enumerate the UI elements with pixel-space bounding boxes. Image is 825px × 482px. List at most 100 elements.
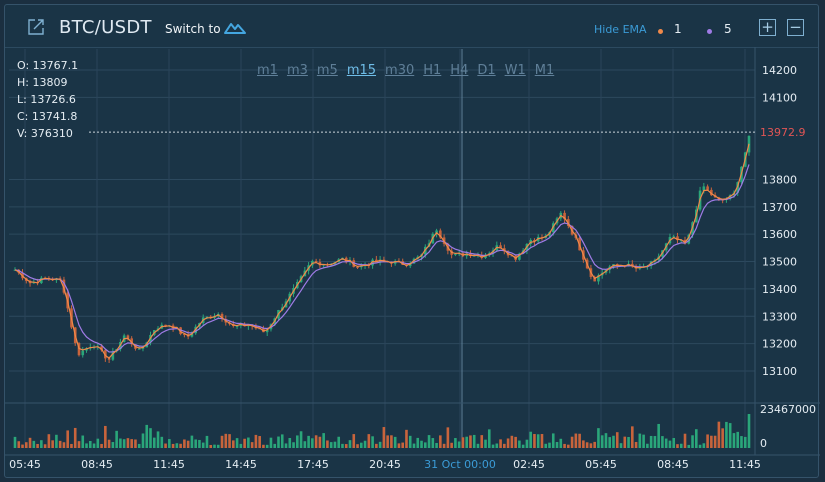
candle-body — [243, 323, 246, 327]
y-tick-label: 13200 — [762, 338, 797, 351]
volume-bar — [273, 443, 277, 448]
popout-icon[interactable] — [28, 19, 44, 35]
volume-bar — [88, 440, 92, 448]
current-price-label: 13972.9 — [760, 126, 806, 139]
volume-bar — [664, 438, 668, 448]
volume-bar — [134, 439, 137, 448]
timeframe-m5[interactable]: m5 — [316, 63, 338, 78]
volume-bar — [725, 421, 728, 448]
volume-bar — [359, 442, 363, 448]
volume-bar — [623, 436, 627, 448]
volume-bar — [649, 435, 653, 448]
timeframe-m30[interactable]: m30 — [385, 63, 415, 78]
timeframe-H1[interactable]: H1 — [423, 63, 442, 78]
volume-bar — [70, 443, 73, 448]
volume-bar — [469, 435, 472, 448]
volume-bar — [243, 438, 246, 448]
volume-bar — [77, 441, 81, 448]
volume-bar — [247, 437, 250, 448]
volume-bar — [367, 434, 371, 448]
volume-bar — [390, 435, 393, 448]
volume-bar — [503, 443, 506, 448]
volume-bar — [344, 444, 348, 448]
volume-bar — [465, 436, 468, 448]
volume-bar — [47, 434, 51, 448]
volume-bar — [318, 436, 322, 448]
volume-bar — [250, 442, 254, 448]
x-tick-label: 02:45 — [513, 458, 545, 471]
volume-tick-max: 23467000 — [760, 403, 816, 416]
ema-5-period[interactable]: 5 — [724, 22, 732, 36]
candle-body — [183, 334, 186, 336]
volume-bar — [439, 435, 442, 448]
hide-ema-link[interactable]: Hide EMA — [594, 23, 647, 36]
timeframe-D1[interactable]: D1 — [477, 63, 496, 78]
volume-bar — [691, 435, 694, 448]
candle-body — [676, 236, 679, 241]
ema-1-period[interactable]: 1 — [674, 22, 682, 36]
volume-bar — [322, 433, 325, 448]
timeframe-M1[interactable]: M1 — [534, 63, 555, 78]
volume-bar — [303, 441, 307, 448]
candle-body — [235, 325, 239, 327]
volume-bar — [698, 444, 702, 448]
exchange-logo-icon[interactable] — [224, 21, 246, 35]
zoom-out-button[interactable]: − — [787, 19, 804, 36]
volume-bar — [423, 442, 427, 448]
volume-bar — [66, 430, 69, 448]
candle-body — [672, 236, 676, 238]
close-value: C: 13741.8 — [17, 110, 78, 123]
volume-bar — [405, 429, 408, 448]
volume-bar — [216, 444, 220, 448]
volume-bar — [604, 433, 608, 448]
volume-bar — [676, 444, 679, 448]
volume-bar — [551, 433, 555, 448]
timeframe-m3[interactable]: m3 — [286, 63, 308, 78]
ohlcv-readout: O: 13767.1 H: 13809 L: 13726.6 C: 13741.… — [17, 57, 78, 142]
volume-bar — [634, 441, 638, 448]
volume-bar — [164, 443, 167, 448]
volume-bar — [446, 427, 450, 448]
volume-bar — [657, 423, 660, 448]
volume-bar — [514, 436, 517, 448]
volume-bar — [431, 438, 435, 448]
candle-body — [107, 358, 111, 360]
crosshair-time-label: 31 Oct 00:00 — [424, 458, 496, 471]
timeframe-H4[interactable]: H4 — [450, 63, 469, 78]
candle-body — [563, 212, 566, 220]
candle-body — [356, 266, 359, 268]
candlestick-chart[interactable]: 14200 14100 13800 13700 13600 13500 13400 13300… — [5, 5, 820, 479]
volume-bar — [92, 443, 96, 448]
timeframe-W1[interactable]: W1 — [504, 63, 526, 78]
candle-body — [126, 335, 130, 339]
candle-body — [318, 262, 322, 266]
volume-bar — [412, 443, 416, 448]
volume-bar — [386, 435, 389, 448]
volume-bar — [559, 438, 563, 448]
timeframe-m15[interactable]: m15 — [346, 63, 377, 78]
volume-bar — [96, 438, 100, 448]
volume-bar — [529, 431, 532, 448]
timeframe-m1[interactable]: m1 — [257, 63, 278, 78]
candle-body — [81, 350, 85, 356]
volume-bar — [631, 426, 634, 448]
volume-bar — [24, 442, 28, 448]
y-tick-label: 13700 — [762, 201, 797, 214]
volume-bar — [740, 436, 743, 448]
volume-bar — [454, 438, 457, 448]
y-tick-label: 13800 — [762, 173, 797, 186]
volume-bar — [710, 435, 713, 448]
volume-bar — [525, 439, 529, 448]
x-tick-label: 11:45 — [729, 458, 761, 471]
zoom-in-button[interactable]: + — [759, 19, 776, 36]
candle-body — [710, 189, 713, 196]
volume-bar — [442, 443, 446, 448]
candle-body — [518, 253, 521, 260]
switch-to-label[interactable]: Switch to — [165, 22, 221, 36]
candle-body — [706, 186, 709, 190]
volume-bar — [563, 443, 566, 448]
open-value: O: 13767.1 — [17, 59, 79, 72]
x-tick-label: 20:45 — [369, 458, 401, 471]
volume-bar — [582, 440, 585, 448]
volume-bar — [521, 444, 525, 448]
